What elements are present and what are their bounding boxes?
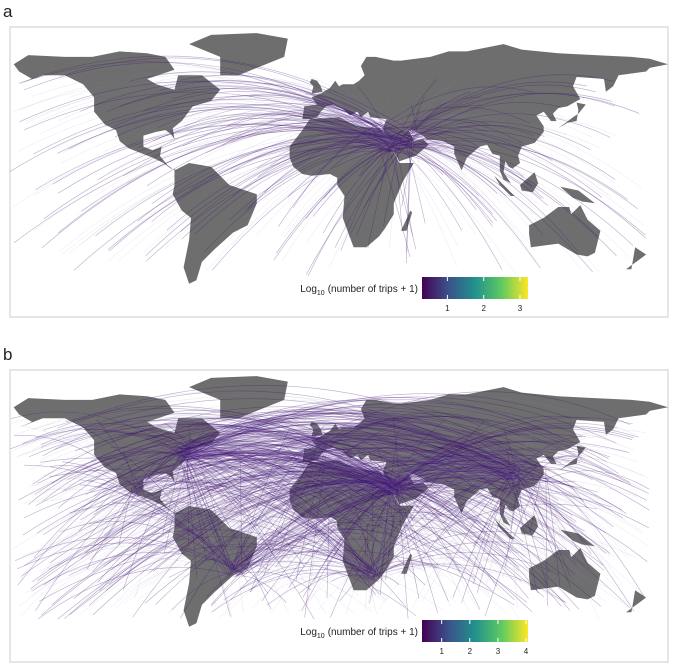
map-panel: a Log10(number of trips + 1) 1 2 3 [3,2,668,317]
legend-title-subscript: 10 [317,290,325,297]
colorbar-tick-label: 3 [518,304,523,313]
colorbar-tick-label: 1 [445,304,450,313]
colorbar [422,620,528,642]
map-panel: b Log10(number of trips + 1) 1 2 3 4 [3,345,668,662]
colorbar-tick-label: 2 [481,304,486,313]
colorbar-tick-label: 2 [468,647,473,656]
legend-title-base: Log [300,627,317,638]
colorbar-tick-label: 3 [496,647,501,656]
legend-title-rest: (number of trips + 1) [328,627,418,638]
colorbar-tick-label: 1 [439,647,444,656]
colorbar-tick-label: 4 [524,647,529,656]
panel-label: a [3,2,13,21]
legend-title-subscript: 10 [317,633,325,640]
legend-title-base: Log [300,284,317,295]
colorbar [422,277,528,299]
panel-label: b [3,345,12,364]
legend-title-rest: (number of trips + 1) [328,284,418,295]
